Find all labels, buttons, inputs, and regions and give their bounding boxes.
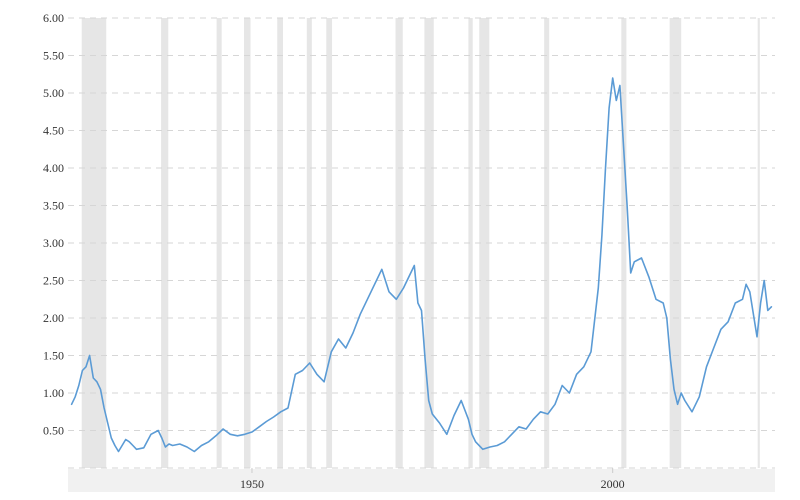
x-axis-strip bbox=[68, 469, 775, 492]
y-tick-label-10: 5.50 bbox=[43, 49, 64, 63]
x-tick-label-1: 2000 bbox=[601, 477, 625, 491]
series-layer bbox=[70, 77, 773, 453]
y-tick-label-5: 3.00 bbox=[43, 236, 64, 250]
y-tick-label-4: 2.50 bbox=[43, 274, 64, 288]
y-tick-label-0: 0.50 bbox=[43, 424, 64, 438]
recession-band-14 bbox=[757, 18, 760, 468]
y-tick-label-8: 4.50 bbox=[43, 124, 64, 138]
y-tick-label-9: 5.00 bbox=[43, 86, 64, 100]
recession-band-1 bbox=[161, 18, 169, 468]
recession-band-2 bbox=[216, 18, 222, 468]
x-tick-label-0: 1950 bbox=[240, 477, 264, 491]
y-tick-label-6: 3.50 bbox=[43, 199, 64, 213]
recession-band-6 bbox=[326, 18, 333, 468]
series-line-0 bbox=[70, 77, 773, 453]
recession-band-5 bbox=[306, 18, 312, 468]
recession-band-10 bbox=[479, 18, 490, 468]
y-tick-label-7: 4.00 bbox=[43, 161, 64, 175]
y-tick-label-3: 2.00 bbox=[43, 311, 64, 325]
y-tick-label-2: 1.50 bbox=[43, 349, 64, 363]
recession-band-8 bbox=[424, 18, 434, 468]
y-tick-label-1: 1.00 bbox=[43, 386, 64, 400]
axes: 1950 2000 bbox=[68, 468, 775, 492]
recession-band-9 bbox=[468, 18, 473, 468]
gridlines: 0.50 1.00 1.50 2.00 2.50 3.00 3.50 4.00 4.50 5.00… bbox=[43, 11, 775, 469]
y-tick-label-11: 6.00 bbox=[43, 11, 64, 25]
